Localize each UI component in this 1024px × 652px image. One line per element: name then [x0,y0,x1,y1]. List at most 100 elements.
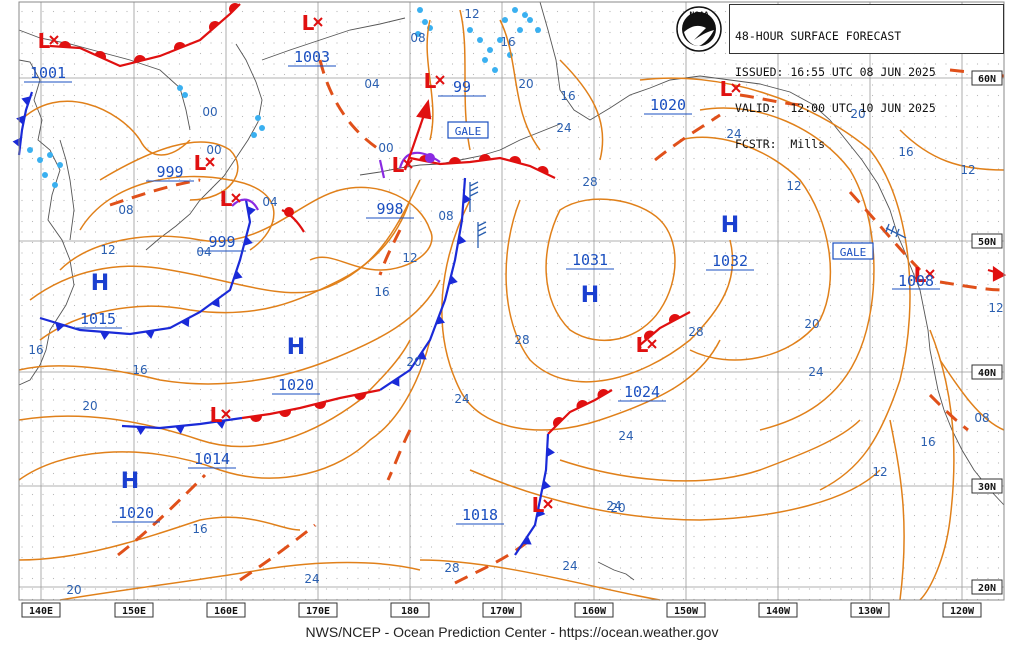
low-center-label: L [636,333,649,357]
high-center-label: H [121,469,139,494]
ice-dot [251,132,257,138]
isobar-value-label: 12 [786,179,801,193]
high-center-label: H [91,271,109,296]
isobar [889,419,905,601]
front-triangle [16,115,25,125]
warm-front-line [49,3,241,68]
low-center-label: L [220,187,233,211]
front-semicircle [59,41,71,48]
occluded-front [398,151,441,169]
low-center: L [38,29,59,53]
ice-dot [47,152,53,158]
isobar [18,339,411,448]
isobar [39,199,411,341]
front-semicircle [479,154,491,161]
trough [378,229,402,276]
isobar-value-label: 24 [726,127,741,141]
cold-front [121,416,243,435]
front-triangle [448,275,458,285]
cold-front [379,177,472,391]
front-triangle [175,425,185,434]
isobar-value-label: 24 [606,499,621,513]
ice-dot [42,172,48,178]
isobar-value-label: 12 [464,7,479,21]
isobar [639,77,911,491]
isobar [18,516,301,561]
lon-label: 130W [858,606,883,617]
isobar-labels: 0400080004040008121620242828242016120812… [28,7,1003,597]
lon-label-box [758,602,798,618]
lat-lon-grid [19,2,1004,600]
front-semicircle [284,207,294,217]
isobar [29,179,421,301]
ice-dot [177,85,183,91]
isobar [919,329,955,601]
isobar-value-label: 08 [438,209,453,223]
ice-dot [182,92,188,98]
isobar-value-label: 20 [406,355,421,369]
isobar-value-label: 16 [28,343,43,357]
front-semicircle [250,415,262,422]
lon-label-box [298,602,338,618]
lon-label: 140W [766,606,791,617]
isobar [899,129,1005,171]
front-semicircle [174,42,186,51]
lat-label: 30N [978,482,996,493]
isobar [419,559,661,601]
wind-barbs [469,181,907,248]
isobar-value-label: 04 [364,77,379,91]
coast-alaska [539,1,905,251]
front-triangle [536,507,546,518]
front-triangle [12,137,22,148]
isobar-value-label: 08 [410,31,425,45]
occluded-front [231,198,259,211]
lon-label-box [482,602,522,618]
low-x-mark [205,157,215,167]
ice-dot [492,67,498,73]
warm-front [547,389,613,435]
isobar [559,59,604,161]
lat-label: 50N [978,237,996,248]
coast-sakhalin [59,139,75,241]
lon-label: 160E [214,606,238,617]
lon-label: 140E [29,606,53,617]
low-x-mark [647,339,657,349]
isobar-value-label: 00 [206,143,221,157]
isobar-value-label: 24 [562,559,577,573]
ice-dot [57,162,63,168]
lon-label-box [666,602,706,618]
low-center-label: L [210,403,223,427]
ice-dot [477,37,483,43]
front-semicircle [597,389,609,399]
trough [939,280,1005,292]
lon-label: 160W [582,606,607,617]
low-x-mark [925,269,935,279]
isobar-value-label: 28 [444,561,459,575]
ice-dot [497,37,503,43]
isobar-value-label: 16 [560,89,575,103]
cold-front [514,433,555,556]
low-pressure: 1014 [194,450,230,468]
gale-warning-box [447,121,489,139]
lon-label: 150W [674,606,699,617]
isobar-value-label: 24 [304,572,319,586]
front-semicircle [279,409,291,417]
isobar [426,19,434,141]
lon-label: 170W [490,606,515,617]
header-issued: ISSUED: 16:55 UTC 08 JUN 2025 [735,65,936,79]
ice-dot [482,57,488,63]
isobar [469,469,881,521]
high-pressure: 1032 [712,252,748,270]
isobar-value-label: 08 [118,203,133,217]
header-forecaster: FCSTR: Mills [735,137,826,151]
gale-warning-box [832,242,874,260]
ice-dot [467,27,473,33]
isobar-value-label: 28 [582,175,597,189]
low-center: L [720,77,741,101]
trough [739,93,801,107]
low-center-label: L [424,69,437,93]
lat-label-box [971,478,1003,494]
warm-front [639,311,691,346]
front-triangle [417,350,427,360]
isobar-value-label: 12 [402,251,417,265]
